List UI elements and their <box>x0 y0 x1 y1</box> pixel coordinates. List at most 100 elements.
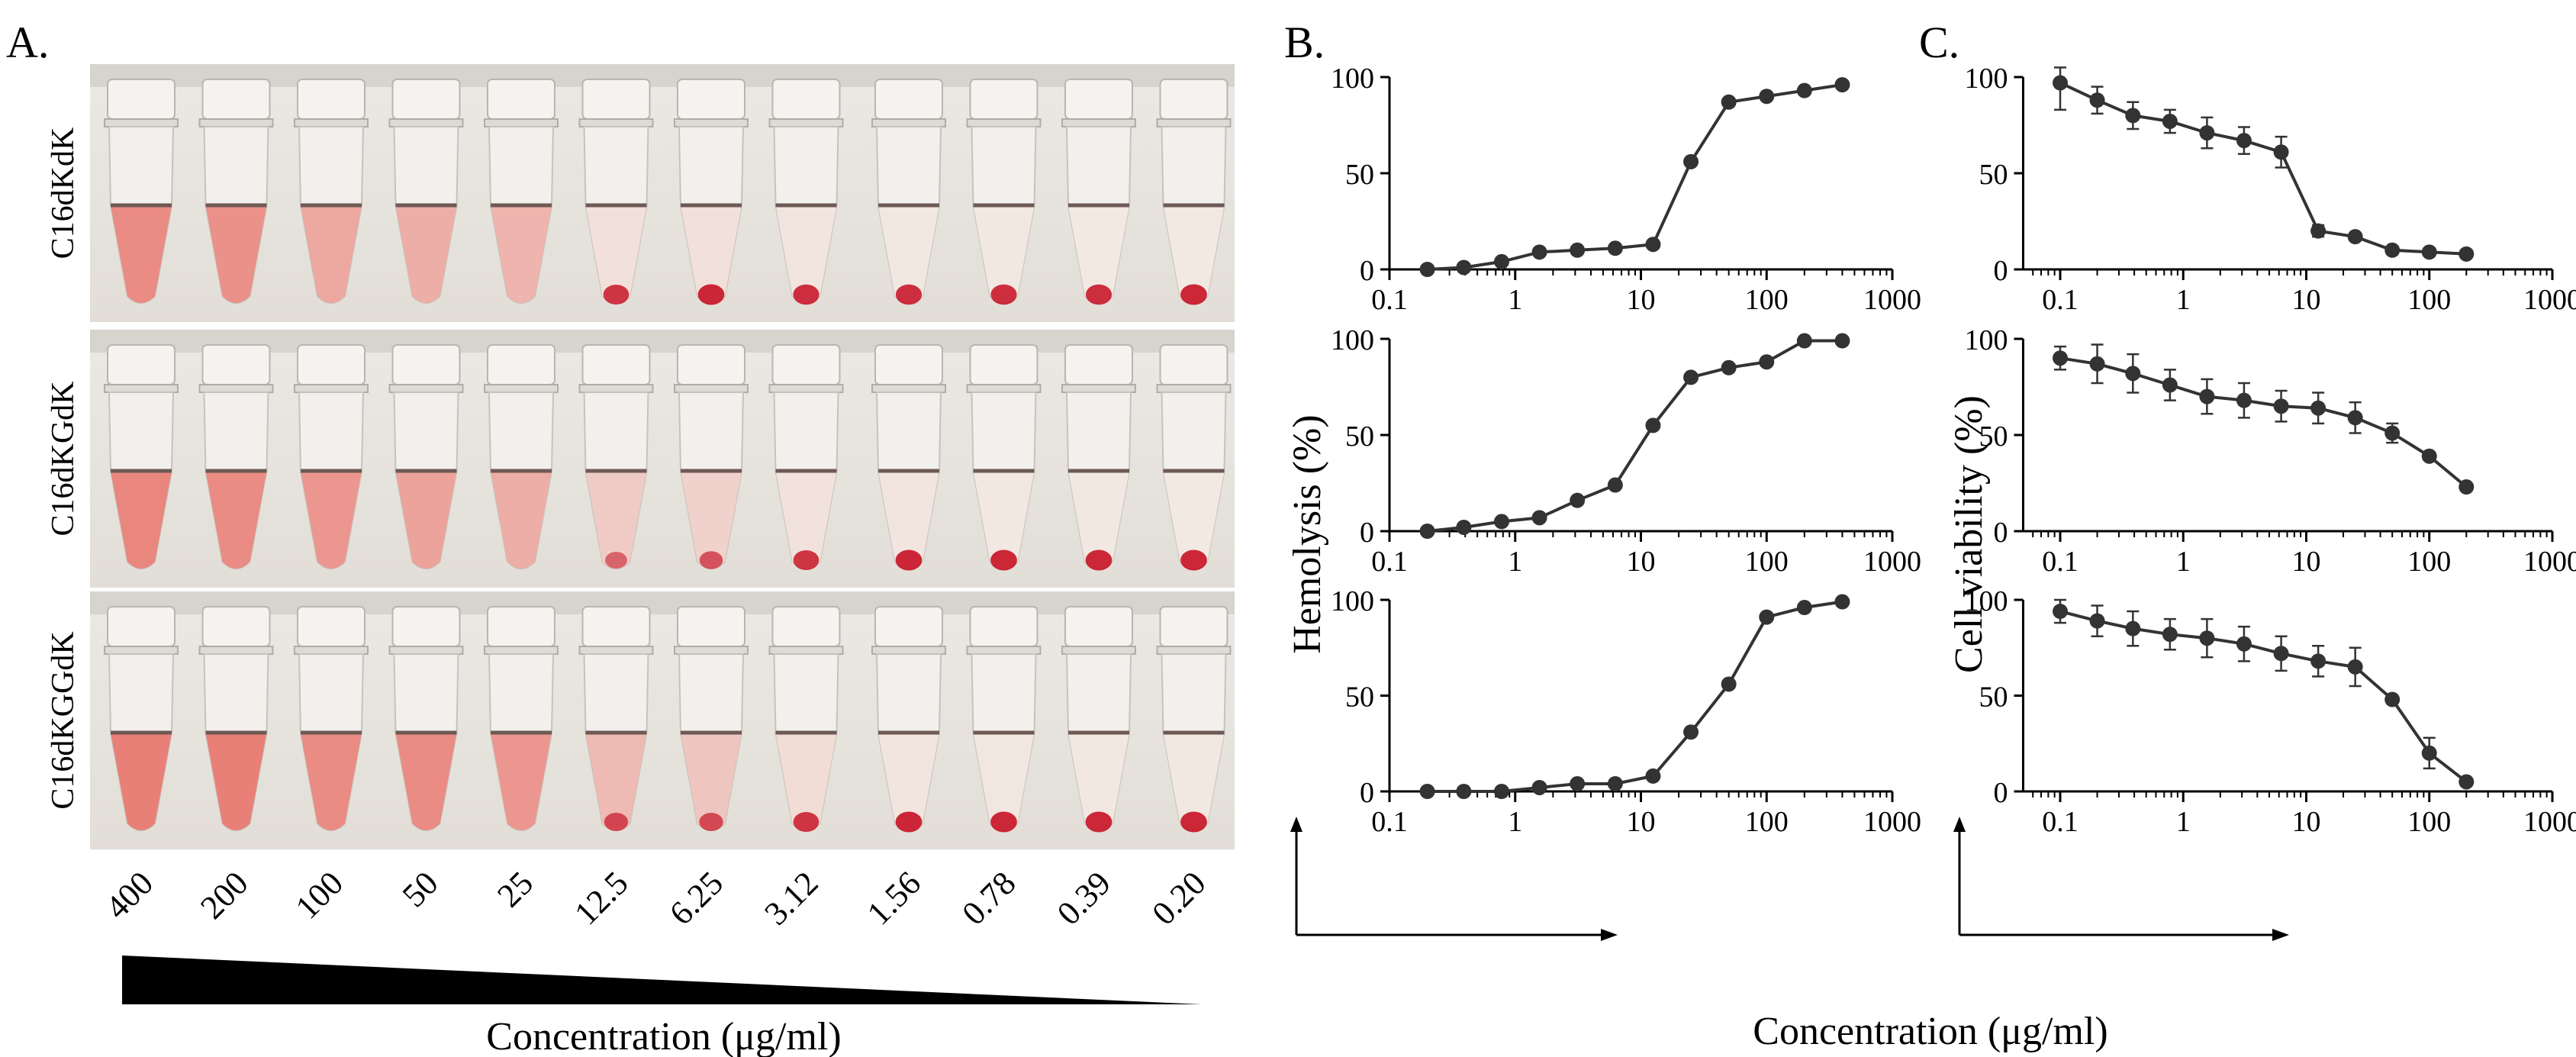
tube-liquid <box>973 733 1035 830</box>
data-point <box>1645 768 1661 784</box>
x-tick-label: 0.1 <box>2042 284 2079 316</box>
y-tick-label: 50 <box>1345 159 1374 191</box>
panel-c-label: C. <box>1919 18 1959 67</box>
tube-cap <box>391 344 461 385</box>
data-point <box>1419 524 1435 539</box>
tube-cap <box>677 606 745 647</box>
tube-cap-ring <box>294 646 369 655</box>
tube <box>768 79 844 305</box>
data-point <box>1531 510 1547 526</box>
tube-cap-ring <box>198 384 274 393</box>
tube <box>674 344 749 569</box>
tube-cap <box>1159 606 1228 647</box>
tube-liquid <box>111 471 172 569</box>
data-point <box>2310 400 2326 416</box>
tube-cap-ring <box>1061 646 1136 655</box>
x-tick-label: 10 <box>1627 546 1656 578</box>
x-tick-label: 1 <box>2176 284 2191 316</box>
data-point <box>2236 133 2252 149</box>
tube-liquid <box>1163 205 1225 303</box>
tube-liquid <box>205 733 267 830</box>
tube <box>104 606 179 831</box>
data-point <box>1759 354 1775 370</box>
data-point <box>1721 359 1737 375</box>
line-chart: 0 50 100 0.1 1 10 100 1000 <box>1964 585 2576 838</box>
x-tick-label: 10 <box>1627 284 1656 316</box>
x-tick-label: 10 <box>2292 284 2321 316</box>
x-tick-label: 0.1 <box>1371 284 1408 316</box>
tube <box>388 344 464 569</box>
tube-liquid <box>775 205 837 303</box>
y-tick-label: 100 <box>1331 63 1374 95</box>
tube <box>388 606 464 831</box>
tube-liquid <box>973 205 1035 303</box>
tube-pellet <box>1180 811 1207 833</box>
panel-c-axis-arrows <box>1958 828 2278 936</box>
data-point <box>2347 659 2363 675</box>
x-tick-label: 100 <box>2407 546 2451 578</box>
tube-pellet <box>895 811 923 833</box>
data-point <box>1493 784 1509 799</box>
tube-pellet <box>793 284 819 305</box>
tube-cap <box>1159 79 1228 120</box>
data-point <box>2053 350 2068 366</box>
tube <box>388 79 464 304</box>
series-line <box>1427 600 1843 793</box>
tube-cap <box>969 344 1038 385</box>
y-tick-label: 50 <box>1979 421 2008 453</box>
tube <box>966 344 1042 571</box>
tube-cap <box>677 79 745 120</box>
data-point <box>1607 775 1623 791</box>
data-point <box>2125 620 2141 636</box>
tube-cap-ring <box>674 118 749 127</box>
y-tick-label: 100 <box>1964 63 2008 95</box>
data-point <box>1456 519 1472 535</box>
tube-liquid <box>301 733 362 830</box>
tube-cap-ring <box>198 118 274 127</box>
tube <box>1156 344 1232 571</box>
tube-cap <box>201 344 271 385</box>
series-line <box>2059 356 2468 488</box>
x-tick-label: 100 <box>1745 806 1789 838</box>
tube-cap-ring <box>674 646 749 655</box>
tube-pellet <box>990 811 1017 833</box>
line-chart: 0 50 100 0.1 1 10 100 1000 <box>1964 324 2576 578</box>
y-tick-label: 100 <box>1964 585 2008 617</box>
tube-cap <box>874 344 943 385</box>
tube-liquid <box>301 471 362 569</box>
tube-liquid <box>111 733 172 830</box>
data-point <box>2089 92 2105 108</box>
tube-pellet <box>1085 284 1113 305</box>
tube-cap <box>107 344 175 385</box>
tube-photo-background <box>90 64 1235 322</box>
data-point <box>2347 410 2363 426</box>
data-point <box>2421 244 2437 260</box>
tube-cap <box>487 344 555 385</box>
tube-pellet <box>604 813 629 831</box>
concentration-label: 3.12 <box>757 864 825 932</box>
y-tick-label: 50 <box>1979 682 2008 714</box>
tube-cap-ring <box>294 384 369 393</box>
x-tick-label: 1000 <box>2523 284 2576 316</box>
concentration-label: 12.5 <box>567 864 635 932</box>
x-tick-label: 1 <box>1508 284 1522 316</box>
x-tick-label: 0.1 <box>2042 546 2079 578</box>
tube <box>674 606 749 831</box>
cell-viability-axis-label: Cell viability (%) <box>1947 395 1991 673</box>
tube-row-label: C16dKGdK <box>46 381 81 536</box>
tube-liquid <box>585 733 647 830</box>
x-tick-label: 0.1 <box>1371 546 1408 578</box>
tube <box>674 79 749 305</box>
line-chart: 0 50 100 0.1 1 10 100 1000 <box>1964 63 2576 316</box>
tube <box>104 79 179 304</box>
tube-pellet <box>603 285 630 305</box>
tube-cap-ring <box>1156 384 1232 393</box>
data-point <box>2384 691 2401 707</box>
tube-cap-ring <box>768 118 844 127</box>
data-point <box>2310 223 2326 239</box>
tube-liquid <box>491 471 552 569</box>
tube-cap <box>391 79 461 120</box>
data-point <box>1531 244 1547 260</box>
tube-cap-ring <box>104 646 179 655</box>
